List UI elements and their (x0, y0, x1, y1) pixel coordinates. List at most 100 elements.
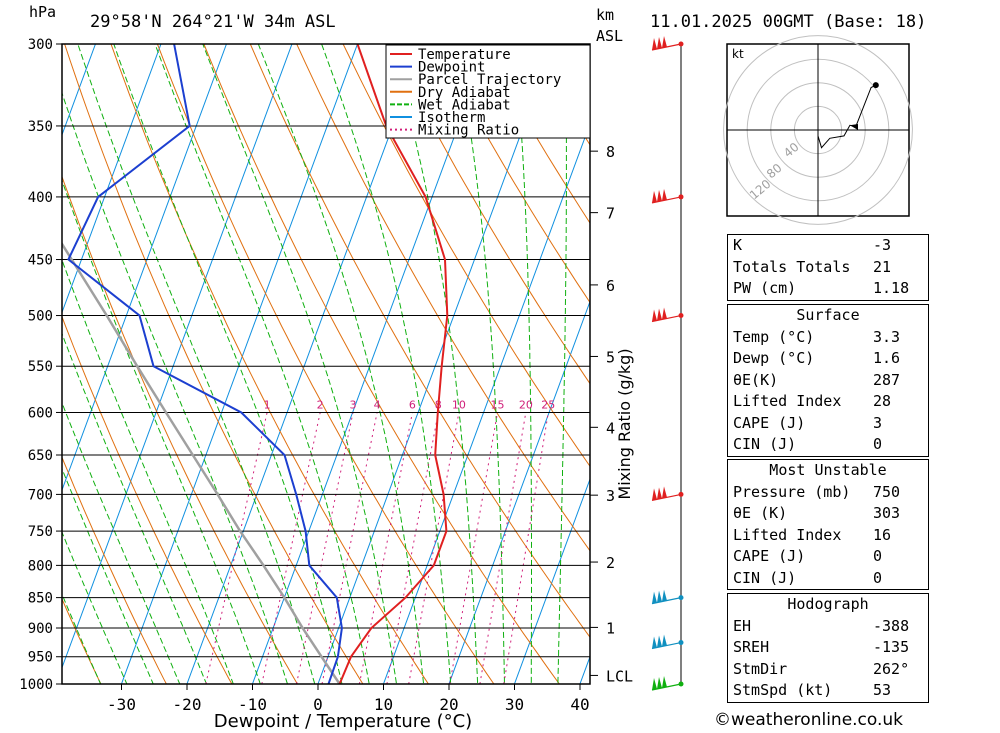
pressure-tick-label: 450 (28, 253, 53, 269)
most-unstable-value: 303 (873, 504, 901, 522)
dry-adiabat (62, 456, 167, 684)
hodograph-stat-key: SREH (733, 638, 770, 656)
surface-title: Surface (796, 306, 860, 324)
wet-adiabat (77, 44, 316, 684)
isotherm (62, 44, 96, 137)
surface-value: 0 (873, 435, 883, 453)
wind-barb-flag (652, 488, 657, 501)
surface-panel: Surface Temp (°C) 3.3 Dewp (°C) 1.6 θE(K) 287… (727, 304, 929, 457)
site-credit[interactable]: ©weatheronline.co.uk (714, 710, 904, 730)
wind-barb-flag (657, 487, 662, 500)
surface-value: 1.6 (873, 349, 901, 367)
parcel-trajectory (62, 241, 341, 684)
dry-adiabat (62, 597, 102, 684)
isotherm (448, 300, 590, 684)
wet-adiabat (62, 467, 154, 684)
wind-barb-flag (662, 36, 667, 48)
hodograph-track (817, 84, 877, 149)
surface-key: CAPE (J) (733, 413, 806, 432)
most-unstable-key: θE (K) (733, 504, 788, 522)
mixing-ratio-line (386, 412, 439, 684)
mixing-ratio-label: 1 (264, 398, 271, 411)
surface-row: CAPE (J) 3 (728, 413, 928, 435)
storm-motion-marker (849, 124, 858, 130)
wind-barb-flag (652, 591, 657, 604)
wet-adiabat (62, 531, 128, 684)
hodograph-stat-row: EH -388 (728, 616, 928, 638)
isotherm (120, 44, 358, 684)
dry-adiabat (435, 44, 590, 304)
pressure-unit-label: hPa (29, 3, 57, 21)
hodograph-stat-row: StmSpd (kt) 53 (728, 680, 928, 702)
wind-barb (651, 589, 684, 605)
index-key: PW (cm) (733, 279, 797, 297)
most-unstable-panel: Most Unstable Pressure (mb) 750 θE (K) 303 L… (727, 459, 929, 590)
wind-barb (651, 188, 684, 204)
mixing-ratio-line (408, 412, 460, 684)
surface-row: Temp (°C) 3.3 (728, 327, 928, 349)
dry-adiabat (947, 44, 1000, 684)
wet-adiabat (62, 332, 208, 684)
legend-label: Isotherm (418, 110, 485, 126)
wind-barb-flag (662, 188, 667, 201)
height-tick-label: 1 (606, 619, 615, 637)
wind-barb-flag (657, 308, 662, 321)
isotherm (62, 44, 227, 492)
wind-barb-flag (662, 486, 667, 499)
most-unstable-row: CAPE (J) 0 (728, 546, 928, 568)
dry-adiabat (64, 44, 364, 684)
isotherm (62, 44, 293, 670)
wind-barb-flag (657, 590, 662, 603)
most-unstable-row: Pressure (mb) 750 (728, 482, 928, 504)
height-tick-label: 2 (606, 554, 615, 572)
pressure-tick-label: 800 (28, 558, 53, 574)
surface-key: Lifted Index (733, 392, 842, 410)
hodograph-stats-title: Hodograph (787, 595, 869, 613)
most-unstable-value: 0 (873, 568, 883, 587)
surface-key: Dewp (°C) (733, 349, 815, 367)
legend-label: Wet Adiabat (418, 97, 511, 113)
dry-adiabat (993, 44, 1000, 684)
wind-barb (651, 676, 684, 691)
wet-adiabat (202, 44, 398, 684)
index-row: PW (cm) 1.18 (728, 278, 928, 300)
mixing-ratio-line (296, 412, 354, 684)
wind-barb-flag (657, 635, 662, 648)
dry-adiabat (156, 44, 495, 684)
hodograph-ring (723, 35, 913, 225)
most-unstable-value: 750 (873, 482, 901, 501)
dry-adiabat (110, 44, 429, 684)
wind-barb (651, 634, 684, 650)
index-key: K (733, 236, 743, 254)
legend-label: Mixing Ratio (418, 123, 519, 139)
hodograph-stats-panel: Hodograph EH -388 SREH -135 StmDir 262° StmSpd… (727, 593, 929, 703)
height-unit-sub: ASL (596, 27, 624, 45)
wet-adiabat (154, 44, 370, 684)
wind-barb-flag (662, 676, 667, 688)
most-unstable-row: CIN (J) 0 (728, 568, 928, 590)
pressure-tick-label: 950 (28, 650, 53, 666)
index-value: 1.18 (873, 279, 910, 297)
surface-row: θE(K) 287 (728, 370, 928, 392)
station-location: 29°58'N 264°21'W 34m ASL (90, 12, 336, 32)
wind-barb-flag (657, 189, 662, 202)
height-tick-label: 4 (606, 419, 615, 437)
legend-label: Temperature (418, 47, 511, 63)
hodograph-stat-row: SREH -135 (728, 637, 928, 659)
dewpoint-profile (67, 44, 343, 684)
wet-adiabat (62, 179, 261, 684)
dry-adiabat (481, 44, 590, 224)
wind-barb-flag (662, 307, 667, 320)
isotherm (513, 477, 590, 684)
surface-value: 3 (873, 413, 883, 432)
mixing-ratio-label: 3 (349, 398, 356, 411)
wind-barb-flag (652, 309, 657, 322)
index-row: Totals Totals 21 (728, 257, 928, 279)
temp-tick-label: 0 (313, 695, 323, 714)
pressure-tick-label: 900 (28, 621, 53, 637)
height-tick-label: 7 (606, 205, 615, 223)
temp-tick-label: -10 (238, 695, 267, 714)
most-unstable-key: CAPE (J) (733, 547, 806, 565)
